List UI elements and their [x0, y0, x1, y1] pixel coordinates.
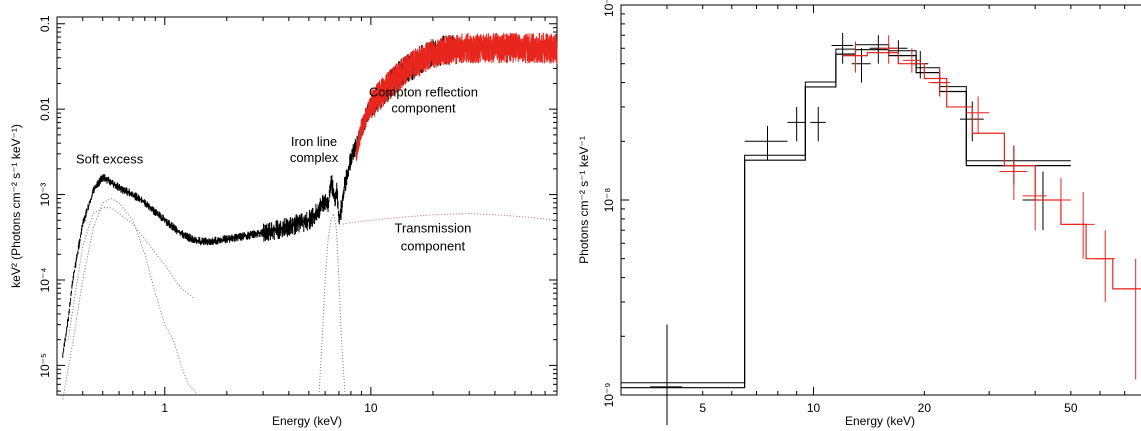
left-series-2: [342, 213, 558, 225]
left-annotation: Compton reflection: [369, 85, 478, 100]
right-series-1-model: [842, 52, 1141, 290]
right-series-0-model-alt: [621, 44, 1071, 384]
right-y-tick-label: 10⁻⁸: [602, 188, 616, 213]
right-series-1: [842, 35, 1141, 380]
left-axes: 1 10 0.1 0.01 10⁻³ 10⁻⁴ 10⁻⁵: [38, 15, 558, 415]
right-x-tick-label: 50: [1064, 401, 1078, 415]
right-y-tick-label: 10⁻⁷: [602, 0, 616, 17]
left-series-2-trace: [342, 213, 558, 225]
left-annotation: component: [401, 239, 466, 254]
right-y-tick-label: 10⁻⁹: [602, 383, 616, 408]
right-axes: 5 10 20 50 10⁻⁷ 10⁻⁸ 10⁻⁹: [602, 0, 1126, 415]
right-x-axis-label: Energy (keV): [845, 414, 915, 428]
right-series-0: [621, 32, 1071, 426]
left-series-5-trace: [318, 212, 346, 396]
chart-right: 5 10 20 50 10⁻⁷ 10⁻⁸ 10⁻⁹ Energy (keV) Photons…: [577, 0, 1141, 428]
left-plot-frame: [56, 16, 558, 396]
left-y-tick-label: 10⁻⁵: [38, 353, 52, 378]
right-x-tick-label: 20: [918, 401, 932, 415]
left-y-tick-label: 10⁻³: [38, 183, 52, 207]
left-annotation: component: [391, 100, 456, 115]
left-annotation: Soft excess: [76, 152, 144, 167]
left-y-axis-label: keV² (Photons cm⁻² s⁻¹ keV⁻¹): [9, 124, 23, 288]
left-annotation: complex: [290, 150, 339, 165]
left-series-5: [318, 212, 346, 396]
left-x-axis-label: Energy (keV): [272, 414, 342, 428]
left-series-3: [62, 198, 199, 400]
right-series-0-model: [621, 49, 1071, 389]
left-annotation: Iron line: [291, 134, 337, 149]
left-y-tick-label: 0.01: [38, 97, 52, 121]
right-y-axis-label: Photons cm⁻² s⁻¹ keV⁻¹: [577, 136, 591, 264]
left-x-tick-label: 10: [364, 401, 378, 415]
right-series-group: [621, 32, 1141, 426]
left-y-tick-label: 0.1: [38, 15, 52, 32]
left-series-1: [355, 32, 558, 161]
left-annotation: Transmission: [394, 220, 471, 235]
chart-left: 1 10 0.1 0.01 10⁻³ 10⁻⁴ 10⁻⁵ Soft excess Iron l…: [9, 15, 558, 428]
left-x-tick-label: 1: [161, 401, 168, 415]
left-series-1-trace: [355, 32, 558, 161]
left-series-group: [62, 32, 558, 400]
right-x-tick-label: 5: [699, 401, 706, 415]
right-x-tick-label: 10: [807, 401, 821, 415]
left-y-tick-label: 10⁻⁴: [38, 268, 52, 293]
left-series-3-trace: [62, 198, 199, 400]
